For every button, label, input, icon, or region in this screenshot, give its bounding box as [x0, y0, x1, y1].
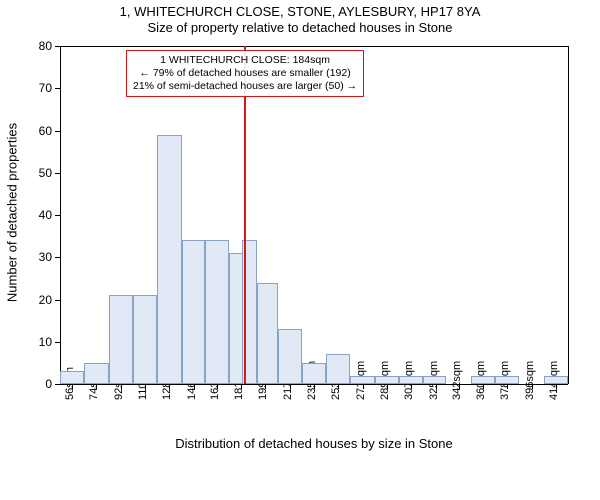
annotation-line: 1 WHITECHURCH CLOSE: 184sqm: [133, 54, 357, 67]
histogram-bar: [182, 240, 205, 384]
y-tick: [55, 300, 60, 301]
y-tick: [55, 88, 60, 89]
histogram-bar: [350, 376, 374, 384]
y-tick: [55, 342, 60, 343]
axis-spine: [60, 46, 568, 47]
histogram-bar: [399, 376, 423, 384]
histogram-bar: [278, 329, 302, 384]
histogram-bar: [60, 371, 84, 384]
title-line1: 1, WHITECHURCH CLOSE, STONE, AYLESBURY, …: [0, 4, 600, 20]
y-tick: [55, 173, 60, 174]
histogram-bar: [133, 295, 157, 384]
title-line2: Size of property relative to detached ho…: [0, 20, 600, 36]
histogram-bar: [375, 376, 399, 384]
annotation-line: 21% of semi-detached houses are larger (…: [133, 80, 357, 93]
chart-title: 1, WHITECHURCH CLOSE, STONE, AYLESBURY, …: [0, 0, 600, 37]
histogram-bar: [326, 354, 350, 384]
y-tick-label: 50: [22, 166, 52, 180]
y-tick-label: 10: [22, 335, 52, 349]
histogram-bar: [495, 376, 519, 384]
histogram-chart: 0102030405060708056sqm74sqm92sqm110sqm12…: [0, 40, 600, 460]
annotation-line: ← 79% of detached houses are smaller (19…: [133, 67, 357, 80]
y-tick-label: 80: [22, 39, 52, 53]
histogram-bar: [157, 135, 181, 384]
histogram-bar: [302, 363, 326, 384]
y-tick-label: 70: [22, 81, 52, 95]
histogram-bar: [544, 376, 568, 384]
y-tick: [55, 257, 60, 258]
y-tick-label: 20: [22, 293, 52, 307]
y-tick-label: 40: [22, 208, 52, 222]
y-tick-label: 60: [22, 124, 52, 138]
annotation-box: 1 WHITECHURCH CLOSE: 184sqm← 79% of deta…: [126, 50, 364, 97]
axis-spine: [60, 46, 61, 384]
histogram-bar: [423, 376, 446, 384]
histogram-bar: [257, 283, 277, 384]
y-axis-label: Number of detached properties: [5, 113, 20, 313]
y-tick-label: 30: [22, 250, 52, 264]
histogram-bar: [205, 240, 229, 384]
histogram-bar: [471, 376, 495, 384]
y-tick: [55, 215, 60, 216]
x-axis-label: Distribution of detached houses by size …: [60, 436, 568, 451]
y-tick: [55, 384, 60, 385]
y-tick-label: 0: [22, 377, 52, 391]
axis-spine: [568, 46, 569, 384]
histogram-bar: [109, 295, 133, 384]
y-tick: [55, 131, 60, 132]
histogram-bar: [84, 363, 108, 384]
y-tick: [55, 46, 60, 47]
